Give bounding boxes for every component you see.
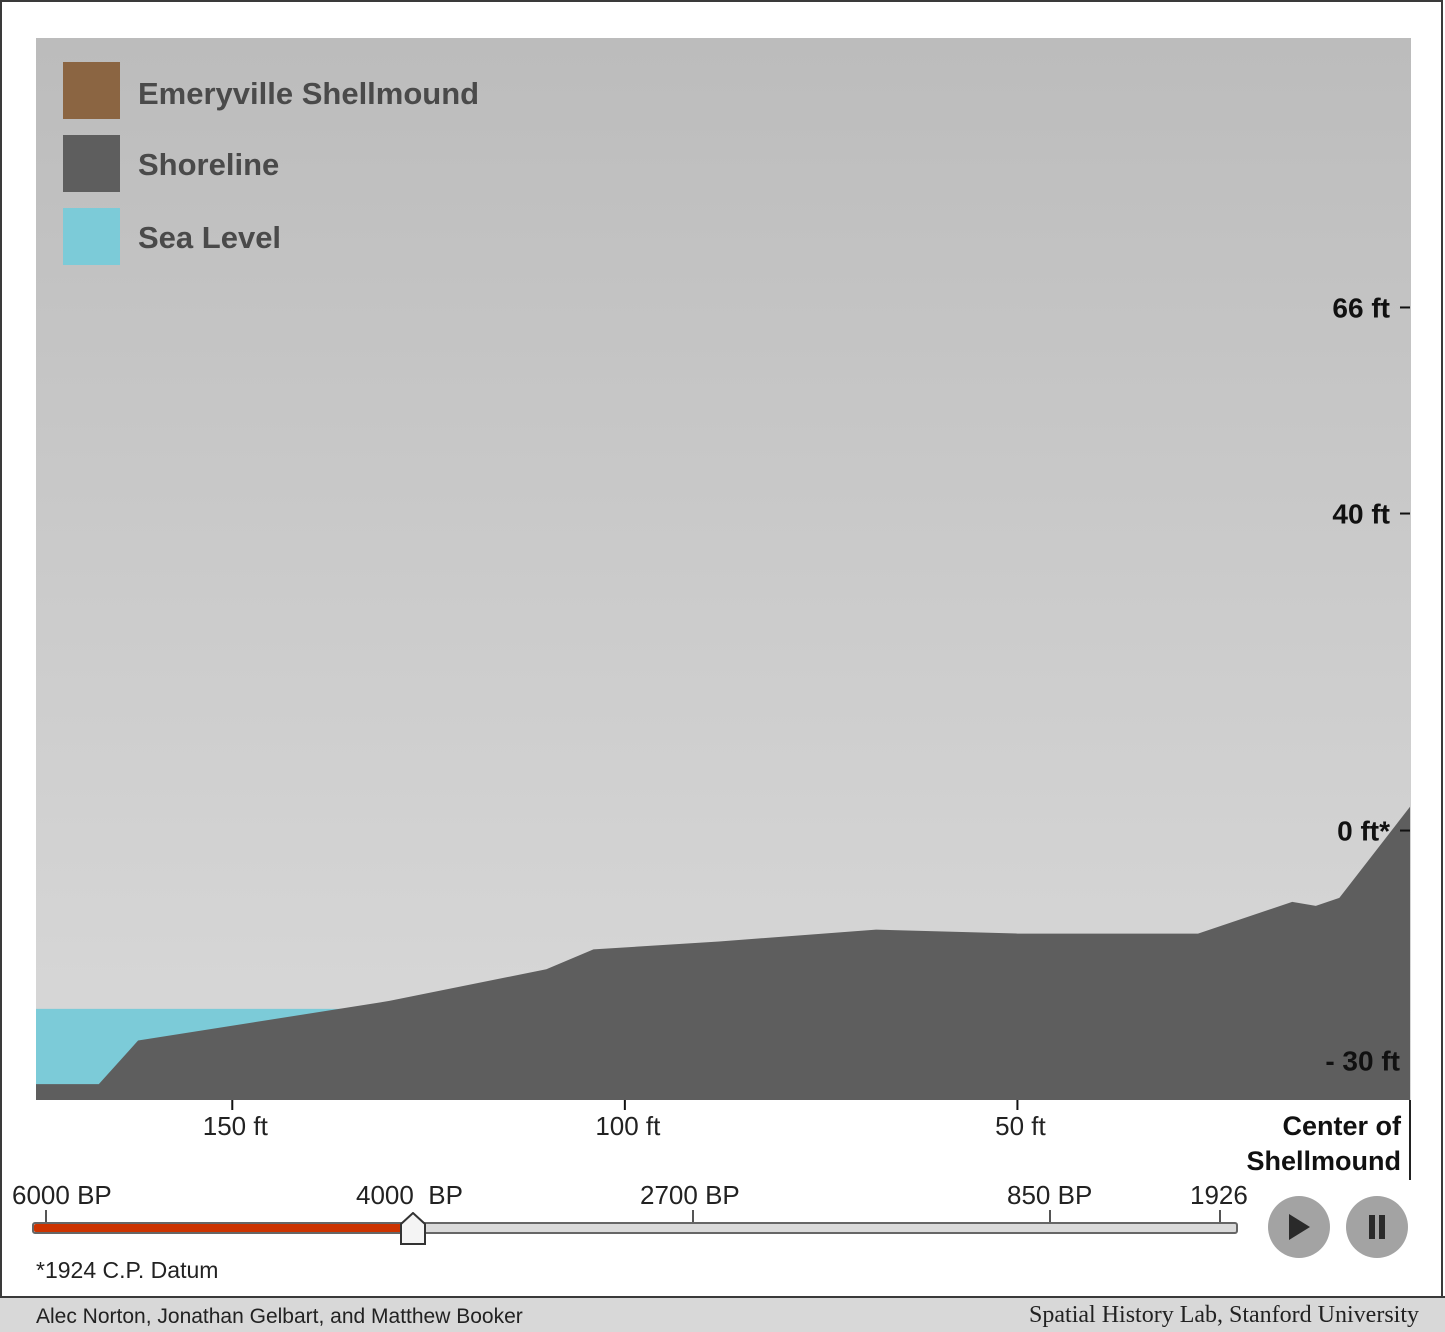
timeline-label-4000bp: 4000 BP [356, 1180, 463, 1210]
center-label-line1: Center of [1282, 1111, 1402, 1141]
footer-institution: Spatial History Lab, Stanford University [1029, 1302, 1419, 1328]
legend: Emeryville Shellmound Shoreline Sea Leve… [63, 62, 479, 265]
pause-icon [1369, 1215, 1385, 1239]
shoreline-area [36, 806, 1410, 1100]
legend-label-sea-level: Sea Level [138, 220, 281, 255]
timeline-label-2700bp: 2700 BP [640, 1180, 740, 1210]
pause-button[interactable] [1346, 1196, 1408, 1258]
x-tick-label: 100 ft [595, 1111, 661, 1141]
y-tick-label: 0 ft* [1337, 816, 1390, 847]
timeline-tick [45, 1210, 47, 1224]
legend-swatch-sea-level [63, 208, 120, 265]
timeline-tick [1049, 1210, 1051, 1224]
y-tick-label: 66 ft [1332, 292, 1390, 323]
play-icon [1289, 1214, 1310, 1240]
legend-item-shoreline: Shoreline [63, 135, 279, 192]
footer: Alec Norton, Jonathan Gelbart, and Matth… [0, 1296, 1445, 1332]
legend-label-shoreline: Shoreline [138, 147, 279, 182]
legend-item-sea-level: Sea Level [63, 208, 281, 265]
timeline-tick [692, 1210, 694, 1224]
x-axis: 150 ft 100 ft 50 ft [203, 1100, 1046, 1141]
timeline-track[interactable] [32, 1222, 1238, 1234]
y-tick-label: 40 ft [1332, 499, 1390, 530]
y-tick-label: - 30 ft [1325, 1045, 1400, 1076]
legend-label-shellmound: Emeryville Shellmound [138, 76, 479, 111]
timeline-handle[interactable] [400, 1212, 427, 1246]
timeline-label-850bp: 850 BP [1007, 1180, 1093, 1210]
center-label-line2: Shellmound [1247, 1146, 1402, 1176]
legend-swatch-shoreline [63, 135, 120, 192]
plot-background [36, 38, 1411, 1100]
datum-note: *1924 C.P. Datum [36, 1257, 219, 1283]
timeline-label-1926: 1926 [1190, 1180, 1248, 1210]
timeline-progress [34, 1224, 414, 1232]
footer-authors: Alec Norton, Jonathan Gelbart, and Matth… [36, 1305, 523, 1328]
shellmound-chart: 66 ft 40 ft 0 ft* - 30 ft 150 ft 100 ft 50 ft… [36, 38, 1411, 1180]
legend-swatch-shellmound [63, 62, 120, 119]
y-axis: 66 ft 40 ft 0 ft* - 30 ft [1325, 292, 1410, 1076]
timeline-tick [1219, 1210, 1221, 1224]
x-tick-label: 150 ft [203, 1111, 269, 1141]
x-tick-label: 50 ft [995, 1111, 1046, 1141]
play-button[interactable] [1268, 1196, 1330, 1258]
legend-item-shellmound: Emeryville Shellmound [63, 62, 479, 119]
timeline-slider[interactable]: 6000 BP 4000 BP 2700 BP 850 BP 1926 [0, 1170, 1445, 1258]
center-marker: Center of Shellmound [1247, 1100, 1411, 1180]
timeline-label-6000bp: 6000 BP [12, 1180, 112, 1210]
